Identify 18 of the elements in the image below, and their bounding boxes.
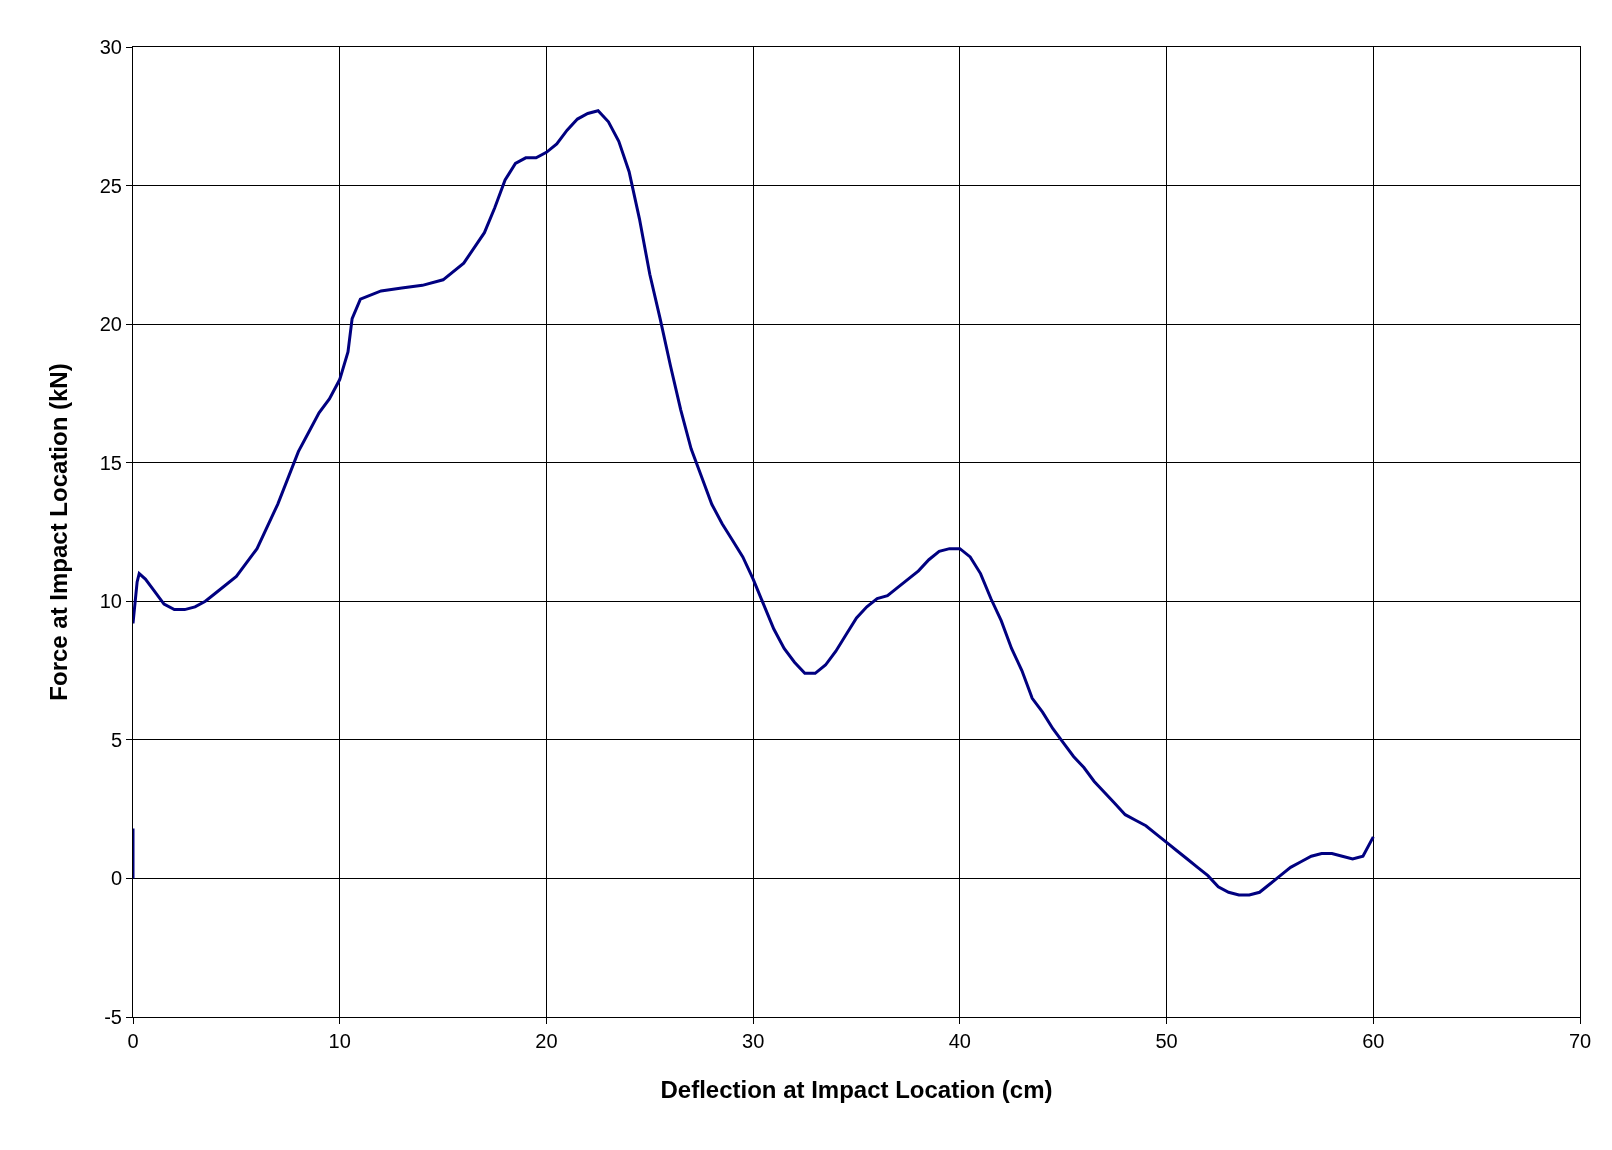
x-tick-label: 60 <box>1362 1030 1385 1052</box>
y-axis-title: Force at Impact Location (kN) <box>44 363 72 701</box>
y-tick-label: 0 <box>110 867 122 890</box>
y-tick-label: 10 <box>99 590 122 613</box>
y-tick-label: 20 <box>99 313 122 336</box>
x-tick-label: 70 <box>1568 1030 1592 1052</box>
x-tick-label: 50 <box>1155 1030 1178 1052</box>
y-tick-label: 30 <box>99 36 122 58</box>
x-tick-label: 0 <box>127 1030 139 1052</box>
y-tick-label: 25 <box>99 174 122 197</box>
x-tick-label: 20 <box>535 1030 558 1052</box>
x-axis-title: Deflection at Impact Location (cm) <box>660 1076 1053 1104</box>
x-tick-label: 10 <box>328 1030 351 1052</box>
y-tick-label: -5 <box>104 1006 122 1028</box>
y-tick-label: 5 <box>110 728 122 751</box>
y-tick-label: 15 <box>99 451 122 474</box>
x-tick-label: 30 <box>742 1030 765 1052</box>
x-tick-label: 40 <box>948 1030 971 1052</box>
